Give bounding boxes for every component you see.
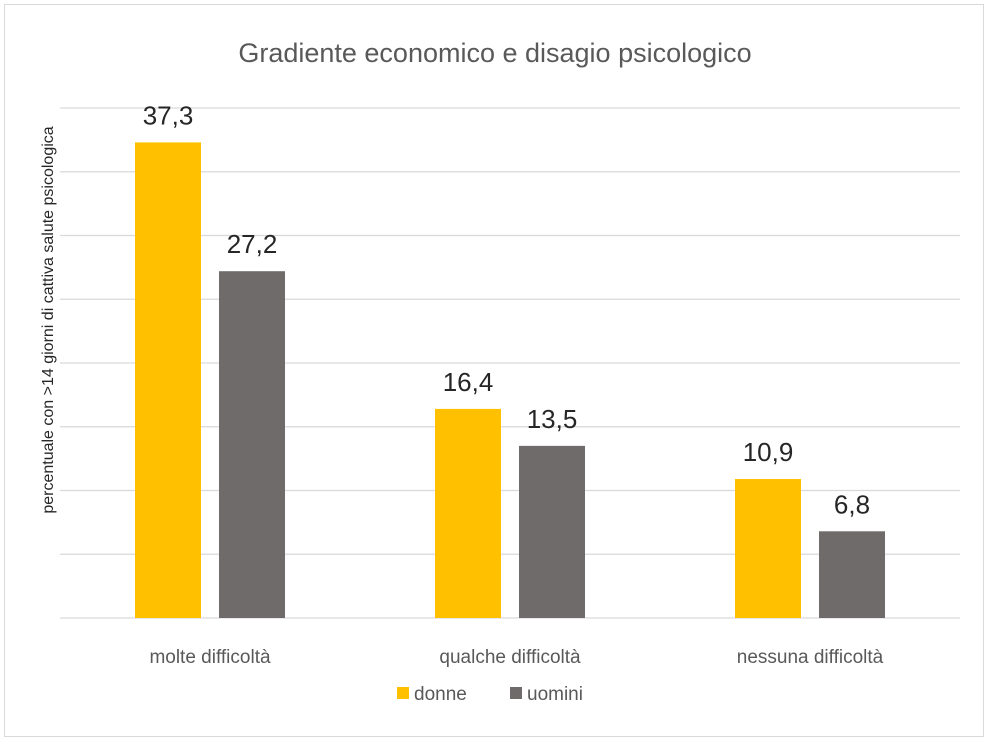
bar-donne [735,479,801,618]
legend-swatch-donne [397,687,409,699]
y-axis-label: percentuale con >14 giorni di cattiva sa… [40,126,57,513]
data-label-donne: 16,4 [443,367,494,397]
data-label-donne: 37,3 [143,100,194,130]
data-label-uomini: 13,5 [527,404,578,434]
category-label: molte difficoltà [149,647,271,668]
bars [135,142,885,619]
data-label-uomini: 6,8 [834,489,870,519]
legend-swatch-uomini [510,687,522,699]
gridlines [60,107,960,619]
legend-label-uomini: uomini [527,684,583,705]
category-labels: molte difficoltà qualche difficoltà nessun… [149,647,883,668]
bar-donne [435,408,501,618]
bar-donne [135,142,201,619]
category-label: nessuna difficoltà [737,647,884,668]
category-label: qualche difficoltà [439,647,581,668]
chart-title: Gradiente economico e disagio psicologic… [238,38,751,68]
legend: donne uomini [397,684,583,705]
legend-label-donne: donne [414,684,467,705]
bar-uomini [519,445,585,618]
data-label-donne: 10,9 [743,437,794,467]
bar-uomini [819,531,885,618]
data-labels: 37,3 27,2 16,4 13,5 10,9 6,8 [143,100,870,519]
data-label-uomini: 27,2 [227,229,278,259]
bar-uomini [219,271,285,618]
